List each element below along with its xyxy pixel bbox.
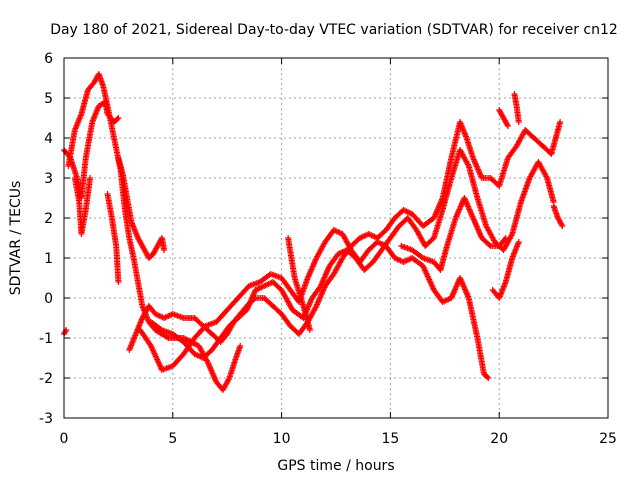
plus-marker [484,374,491,380]
plus-marker [306,327,313,333]
series-track-10 [398,195,509,273]
plus-marker [504,123,511,129]
plus-marker [558,221,565,228]
series-track-15 [61,327,70,337]
x-tick-label: 0 [60,431,69,447]
plus-marker [161,247,168,253]
plus-marker [502,235,509,241]
y-tick-label: 3 [44,171,53,187]
plus-marker [515,119,522,125]
y-tick-label: -1 [39,331,53,347]
y-tick-label: 6 [44,51,53,67]
grid-lines [64,58,608,418]
series-track-13 [511,91,522,125]
series-track-14 [550,203,566,229]
data-points [61,71,566,393]
x-tick-label: 25 [599,431,617,447]
y-tick-label: 1 [44,251,53,267]
plus-marker [62,328,69,335]
plus-marker [486,241,493,248]
plus-marker [164,334,171,341]
series-track-9 [285,235,313,333]
series-track-6 [126,119,564,353]
y-tick-label: 4 [44,131,53,147]
plus-marker [501,236,508,243]
series-track-8 [148,147,557,361]
plus-marker [225,376,232,383]
chart-title: Day 180 of 2021, Sidereal Day-to-day VTE… [50,22,618,38]
series-track-5 [104,191,122,285]
plus-marker [87,175,94,181]
plus-marker [515,239,522,245]
series-track-12 [496,107,511,129]
x-tick-label: 5 [168,431,177,447]
plus-marker [559,223,566,229]
plus-marker [115,279,122,285]
y-tick-label: -3 [39,411,53,427]
plus-marker [485,375,492,381]
y-tick-label: 2 [44,211,53,227]
plus-marker [114,116,121,122]
x-axis-title: GPS time / hours [277,458,394,474]
axis-ticks: 0 5 10 15 20 25 -3 -2 -1 0 1 2 3 4 5 6 [39,51,617,447]
plus-marker [237,343,244,349]
plus-marker [557,119,564,125]
series-track-11 [489,239,522,301]
plus-marker [504,121,511,128]
x-tick-label: 15 [381,431,399,447]
plus-marker [115,115,122,121]
series-track-3 [71,175,94,237]
y-tick-label: -2 [39,371,53,387]
x-tick-label: 10 [273,431,291,447]
y-tick-label: 5 [44,91,53,107]
series-track-4 [115,155,168,261]
plot-frame [63,57,609,419]
x-tick-label: 20 [490,431,508,447]
y-axis-title: SDTVAR / TECUs [8,181,24,296]
y-tick-label: 0 [44,291,53,307]
